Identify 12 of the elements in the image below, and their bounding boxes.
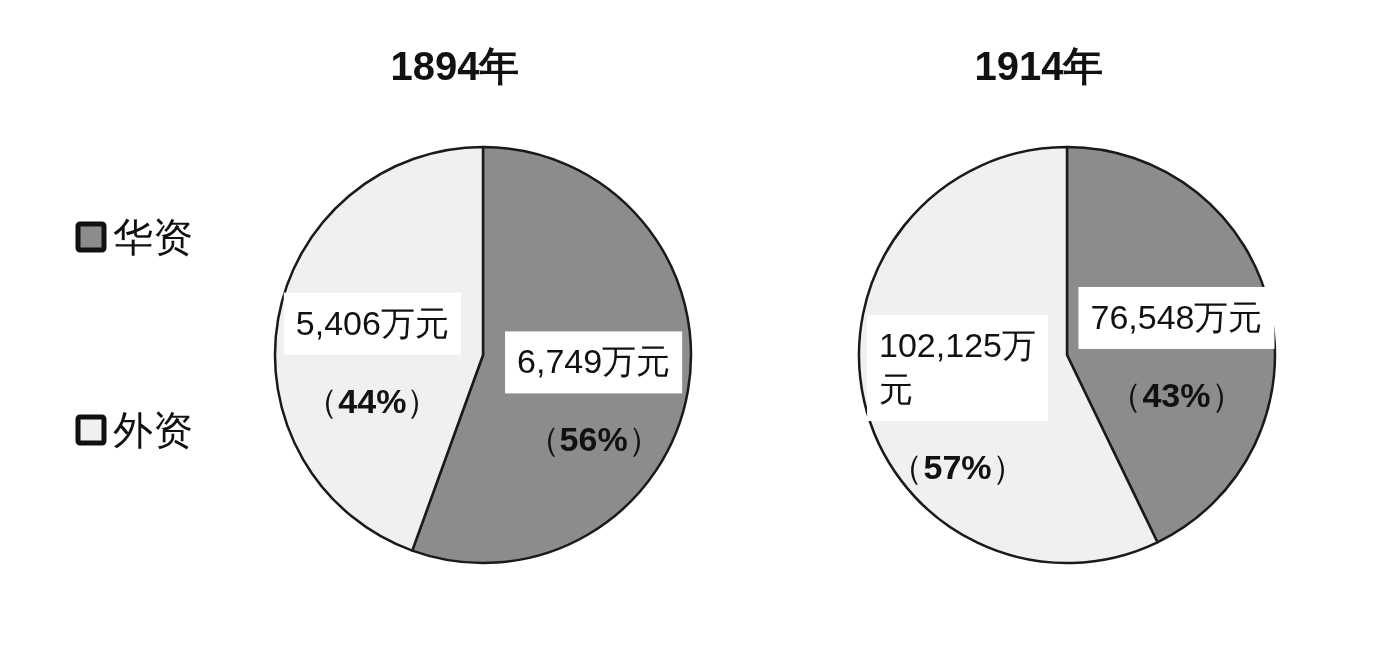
text: （44%）: [304, 381, 441, 420]
chart-title: 1914年: [974, 44, 1104, 88]
legend-label: 外资: [113, 408, 193, 452]
data-label: 76,548万元: [1090, 297, 1263, 336]
chart-title: 1894年: [390, 44, 520, 88]
legend-label: 华资: [113, 215, 193, 259]
data-label: 6,749万元: [517, 342, 671, 381]
data-label: 5,406万元: [295, 303, 449, 342]
text: （43%）: [1108, 375, 1245, 414]
text: （57%）: [889, 448, 1026, 487]
data-label: 102,125万元: [879, 325, 1036, 408]
text: （56%）: [525, 420, 662, 459]
